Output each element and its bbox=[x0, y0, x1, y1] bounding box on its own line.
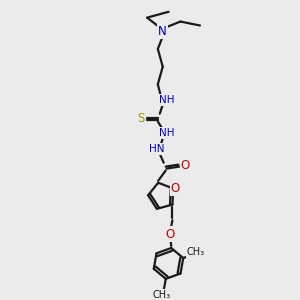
Text: O: O bbox=[181, 159, 190, 172]
Text: NH: NH bbox=[159, 95, 174, 105]
Text: HN: HN bbox=[149, 144, 165, 154]
Text: O: O bbox=[171, 182, 180, 195]
Text: CH₃: CH₃ bbox=[152, 290, 170, 300]
Text: N: N bbox=[158, 25, 167, 38]
Text: S: S bbox=[137, 112, 145, 125]
Text: NH: NH bbox=[159, 128, 174, 138]
Text: O: O bbox=[166, 227, 175, 241]
Text: CH₃: CH₃ bbox=[187, 247, 205, 257]
